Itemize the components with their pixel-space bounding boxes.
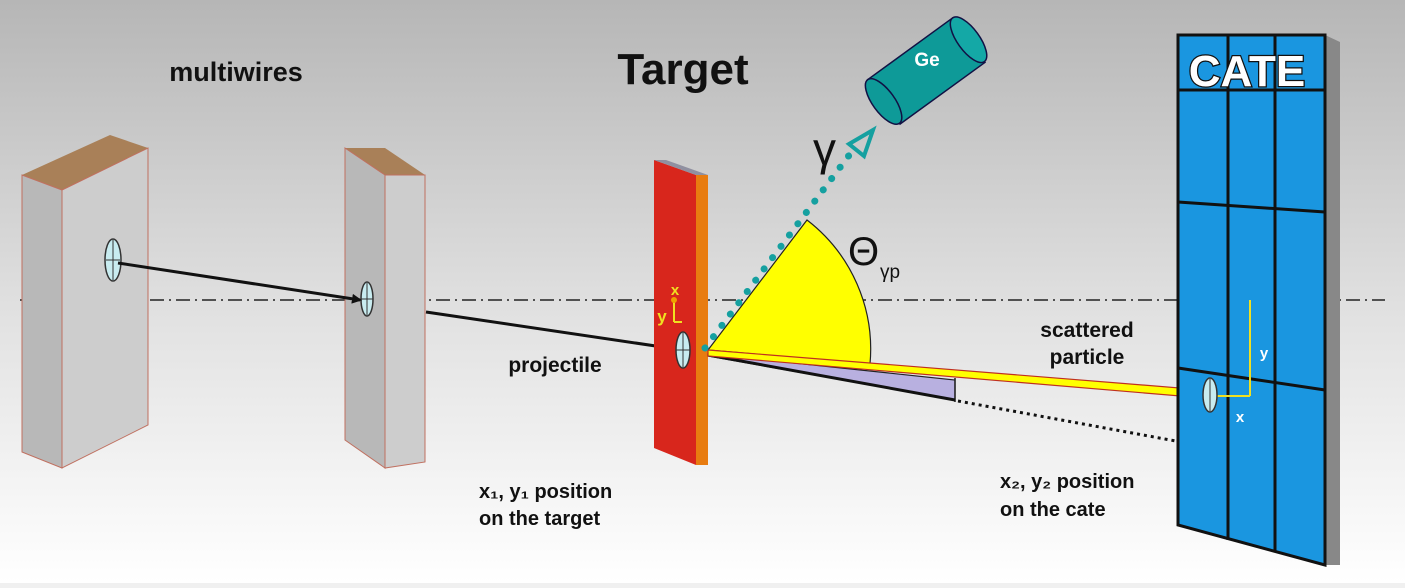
beam-segment-2	[425, 310, 678, 353]
target-axis-y-label: y	[657, 307, 667, 326]
theta-angle-sector	[706, 219, 872, 365]
theta-symbol: Θ	[848, 230, 879, 274]
target-position-line2: on the target	[479, 508, 600, 530]
gamma-symbol: γ	[813, 123, 836, 175]
ge-detector-label: Ge	[914, 50, 939, 71]
gamma-ray-path	[701, 142, 860, 352]
cate-position-line2: on the cate	[1000, 499, 1106, 521]
extrapolated-track-dotted	[957, 399, 1253, 457]
theta-subscript: γp	[880, 262, 900, 283]
beam-segment-1	[117, 261, 362, 304]
cate-axis-y-label: y	[1260, 345, 1269, 362]
target-title: Target	[617, 45, 749, 94]
extrapolated-track	[707, 353, 956, 402]
ge-detector	[864, 16, 988, 126]
target-position-line1: x₁, y₁ position	[479, 481, 612, 503]
target-axis-x-label: x	[671, 282, 680, 299]
multiwire-plane-2	[344, 147, 426, 469]
target-axis-origin	[671, 297, 677, 303]
scattered-label-line2: particle	[1050, 346, 1125, 369]
multiwire-plane-1	[21, 135, 149, 469]
multiwires-title: multiwires	[169, 57, 303, 87]
cate-axis-x-label: x	[1236, 409, 1245, 426]
projectile-label: projectile	[508, 354, 601, 377]
cate-position-line1: x₂, y₂ position	[1000, 471, 1134, 493]
scattered-label-line1: scattered	[1040, 319, 1133, 342]
gamma-arrowhead	[845, 125, 877, 160]
cate-detector	[1176, 33, 1340, 567]
cate-title: CATE	[1189, 47, 1306, 96]
